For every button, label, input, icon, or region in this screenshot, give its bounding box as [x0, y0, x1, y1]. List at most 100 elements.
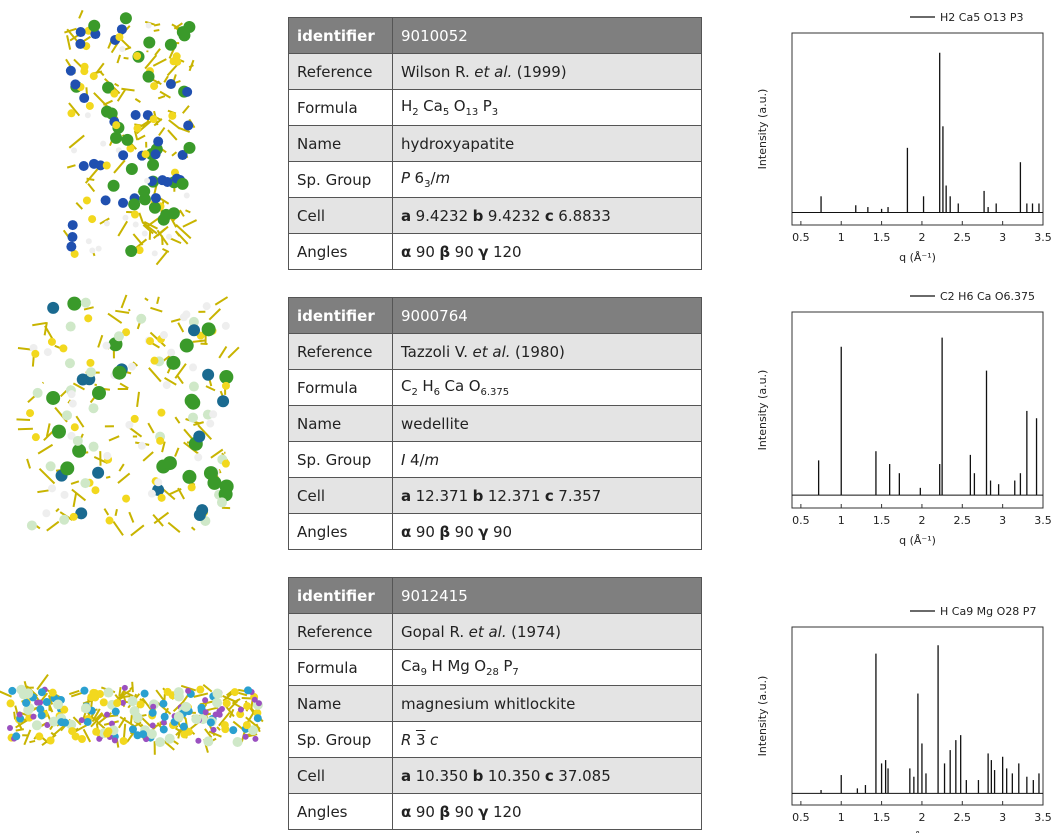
bond: [148, 423, 154, 433]
atom: [71, 147, 77, 153]
value-part: 3: [492, 107, 498, 118]
bond: [24, 730, 30, 745]
value-part: c: [545, 207, 554, 225]
atom: [17, 712, 23, 718]
row-value: R3c: [393, 722, 702, 758]
value-part: C: [401, 377, 411, 395]
x-tick-label: 3.5: [1034, 811, 1052, 824]
row-value: P63/m: [393, 162, 702, 198]
value-part: 10.350: [488, 767, 541, 785]
table-row: Anglesα90β90γ90: [289, 514, 702, 550]
value-part: 90: [416, 243, 435, 261]
bond: [194, 693, 208, 696]
atom: [92, 386, 106, 400]
bond: [115, 311, 129, 313]
row-label: Angles: [289, 794, 393, 830]
atom: [148, 490, 156, 498]
bond: [86, 169, 98, 183]
structure-image: [64, 10, 197, 264]
atom: [79, 93, 89, 103]
atom: [182, 310, 190, 318]
atom: [33, 388, 43, 398]
value-part: P: [401, 169, 410, 187]
atom: [243, 734, 249, 740]
bond: [132, 682, 133, 692]
atom: [143, 71, 155, 83]
atom: [196, 686, 204, 694]
atom: [75, 39, 85, 49]
bond: [203, 685, 212, 692]
structure-image: [16, 295, 238, 536]
bond: [153, 59, 166, 66]
bond: [157, 297, 159, 304]
bond: [14, 712, 15, 720]
atom: [66, 322, 76, 332]
x-tick-label: 2: [918, 811, 925, 824]
atom: [81, 703, 91, 713]
atom: [133, 124, 141, 132]
atom: [121, 134, 133, 146]
x-tick-label: 0.5: [792, 514, 810, 527]
bond: [162, 249, 168, 252]
atom: [86, 102, 94, 110]
atom: [156, 437, 164, 445]
atom: [85, 112, 91, 118]
atom: [84, 314, 92, 322]
x-axis-label: q (Å⁻¹): [899, 251, 936, 264]
atom: [153, 137, 163, 147]
atom: [157, 175, 167, 185]
row-label: Name: [289, 126, 393, 162]
atom: [189, 382, 199, 392]
row-label: Sp. Group: [289, 442, 393, 478]
bond: [193, 340, 205, 341]
atom: [133, 52, 141, 60]
row-label: Reference: [289, 54, 393, 90]
structure-image: [0, 675, 263, 755]
atom: [120, 737, 128, 745]
bond: [121, 89, 134, 91]
x-tick-label: 3.5: [1034, 514, 1052, 527]
value-part: b: [473, 767, 484, 785]
row-value: α90β90γ120: [393, 794, 702, 830]
row-value: H2Ca5O13P3: [393, 90, 702, 126]
bond: [119, 464, 123, 471]
bond: [156, 252, 166, 265]
row-value: α90β90γ120: [393, 234, 702, 270]
atom: [222, 382, 230, 390]
row-value: α90β90γ90: [393, 514, 702, 550]
value-part: 120: [493, 803, 522, 821]
bond: [115, 84, 119, 86]
value-part: β: [439, 803, 450, 821]
atom: [202, 697, 208, 703]
atom: [22, 699, 30, 707]
atom: [177, 26, 189, 38]
row-label: Sp. Group: [289, 162, 393, 198]
atom: [191, 714, 201, 724]
row-label: Cell: [289, 198, 393, 234]
value-part: (1974): [511, 623, 561, 641]
table-row: ReferenceWilson R.et al.(1999): [289, 54, 702, 90]
row-label: Formula: [289, 90, 393, 126]
value-part: β: [439, 523, 450, 541]
bond: [109, 436, 119, 440]
atom: [125, 421, 133, 429]
value-part: magnesium whitlockite: [401, 695, 575, 713]
row-value: magnesium whitlockite: [393, 686, 702, 722]
atom: [103, 162, 111, 170]
bond: [120, 383, 128, 388]
bond: [143, 452, 153, 461]
row-label: Cell: [289, 758, 393, 794]
bond: [69, 135, 84, 147]
row-label: identifier: [289, 578, 393, 614]
atom: [185, 688, 191, 694]
value-part: γ: [478, 523, 488, 541]
atom: [113, 699, 121, 707]
value-part: 120: [493, 243, 522, 261]
value-part: O: [469, 377, 481, 395]
atom: [163, 381, 171, 389]
atom: [213, 711, 219, 717]
atom: [59, 344, 67, 352]
row-label: Formula: [289, 370, 393, 406]
atom: [46, 461, 56, 471]
bond: [149, 368, 161, 382]
